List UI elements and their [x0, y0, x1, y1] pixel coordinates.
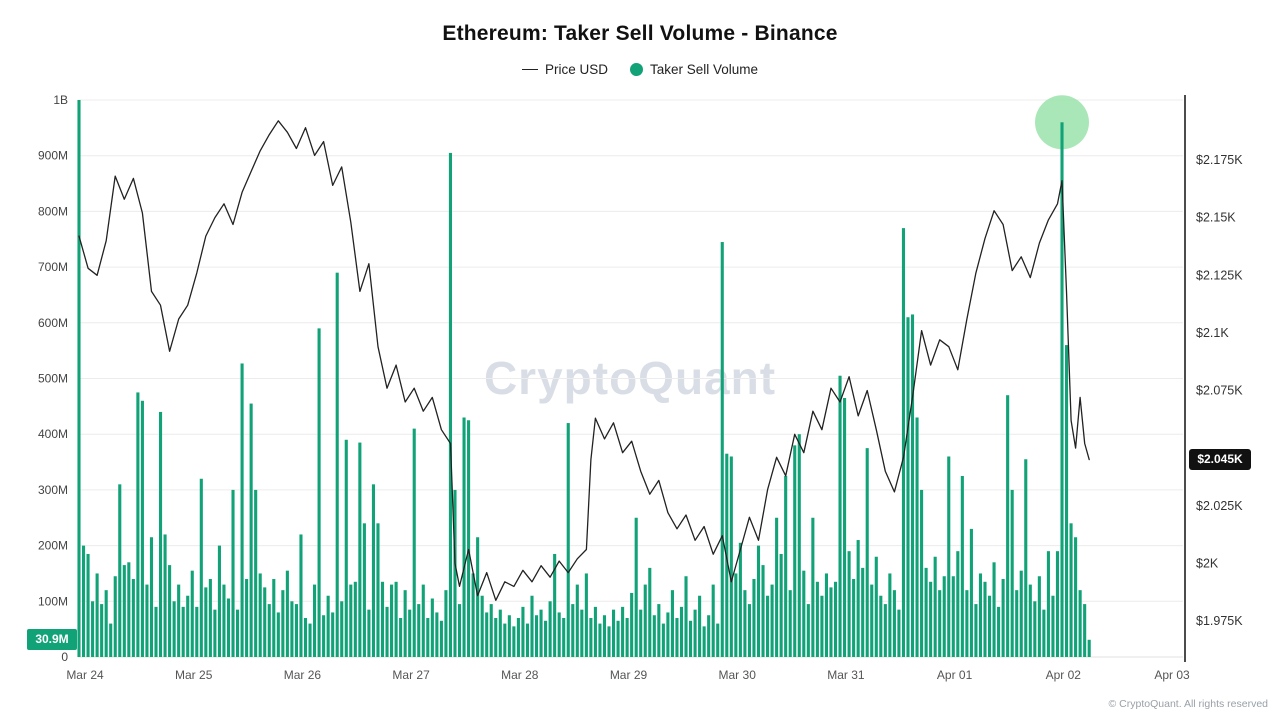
- svg-text:100M: 100M: [38, 594, 68, 608]
- svg-text:$1.975K: $1.975K: [1196, 614, 1243, 628]
- legend-label-price: Price USD: [544, 62, 608, 77]
- svg-text:300M: 300M: [38, 483, 68, 497]
- svg-text:Mar 27: Mar 27: [392, 668, 430, 682]
- svg-text:Mar 29: Mar 29: [610, 668, 648, 682]
- svg-text:$2.025K: $2.025K: [1196, 499, 1243, 513]
- svg-text:900M: 900M: [38, 149, 68, 163]
- svg-text:Mar 31: Mar 31: [827, 668, 865, 682]
- latest-volume-badge: 30.9M: [27, 629, 77, 651]
- svg-text:Mar 25: Mar 25: [175, 668, 213, 682]
- svg-text:Apr 03: Apr 03: [1154, 668, 1190, 682]
- svg-text:$2K: $2K: [1196, 556, 1219, 570]
- svg-text:$2.125K: $2.125K: [1196, 268, 1243, 282]
- legend-item-volume[interactable]: Taker Sell Volume: [629, 62, 759, 77]
- volume-dot-icon: [629, 63, 643, 76]
- latest-price-badge: $2.045K: [1189, 449, 1251, 471]
- svg-text:Mar 28: Mar 28: [501, 668, 539, 682]
- svg-text:$2.175K: $2.175K: [1196, 153, 1243, 167]
- svg-text:200M: 200M: [38, 539, 68, 553]
- svg-text:1B: 1B: [53, 93, 68, 107]
- svg-text:0: 0: [61, 650, 68, 664]
- svg-text:$2.075K: $2.075K: [1196, 384, 1243, 398]
- svg-text:400M: 400M: [38, 427, 68, 441]
- chart-title: Ethereum: Taker Sell Volume - Binance: [442, 22, 838, 45]
- legend-label-volume: Taker Sell Volume: [649, 62, 759, 77]
- svg-text:700M: 700M: [38, 260, 68, 274]
- svg-text:Apr 01: Apr 01: [937, 668, 973, 682]
- svg-text:600M: 600M: [38, 316, 68, 330]
- svg-text:Apr 02: Apr 02: [1046, 668, 1082, 682]
- svg-text:800M: 800M: [38, 204, 68, 218]
- legend: Price USD Taker Sell Volume: [0, 62, 1280, 77]
- svg-text:Mar 26: Mar 26: [284, 668, 322, 682]
- svg-text:Mar 24: Mar 24: [66, 668, 104, 682]
- svg-text:Mar 30: Mar 30: [719, 668, 757, 682]
- svg-text:500M: 500M: [38, 372, 68, 386]
- price-line-icon: [521, 69, 538, 70]
- svg-text:$2.1K: $2.1K: [1196, 326, 1229, 340]
- svg-text:$2.15K: $2.15K: [1196, 211, 1236, 225]
- legend-item-price[interactable]: Price USD: [521, 62, 608, 77]
- copyright-text: © CryptoQuant. All rights reserved: [1108, 698, 1268, 710]
